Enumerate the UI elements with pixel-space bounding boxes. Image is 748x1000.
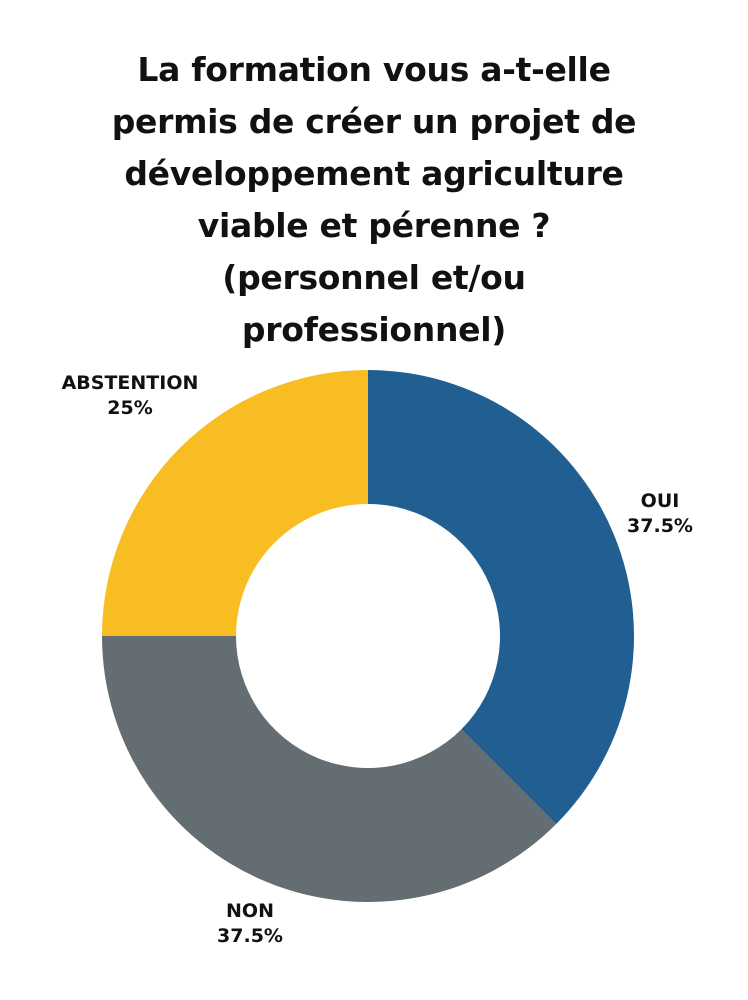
chart-title-line: La formation vous a-t-elle <box>137 50 611 89</box>
donut-slice-abstention <box>102 370 368 636</box>
donut-slice-oui <box>368 370 634 825</box>
slice-label-oui: OUI 37.5% <box>600 489 720 539</box>
slice-percent-non: 37.5% <box>217 925 283 947</box>
slice-name-abstention: ABSTENTION <box>61 372 199 394</box>
slice-name-oui: OUI <box>640 490 680 512</box>
slice-name-non: NON <box>226 900 274 922</box>
chart-title-line: permis de créer un projet de <box>111 102 637 141</box>
slice-label-abstention: ABSTENTION 25% <box>40 371 220 421</box>
donut-slice-non <box>102 636 557 902</box>
chart-title-line: (personnel et/ou <box>222 258 526 297</box>
chart-title-line: développement agriculture <box>124 154 624 193</box>
chart-title: La formation vous a-t-elle permis de cré… <box>0 44 748 356</box>
chart-title-line: viable et pérenne ? <box>197 206 551 245</box>
slice-percent-oui: 37.5% <box>627 515 693 537</box>
slice-label-non: NON 37.5% <box>190 899 310 949</box>
slice-percent-abstention: 25% <box>107 397 153 419</box>
chart-title-line: professionnel) <box>241 310 507 349</box>
